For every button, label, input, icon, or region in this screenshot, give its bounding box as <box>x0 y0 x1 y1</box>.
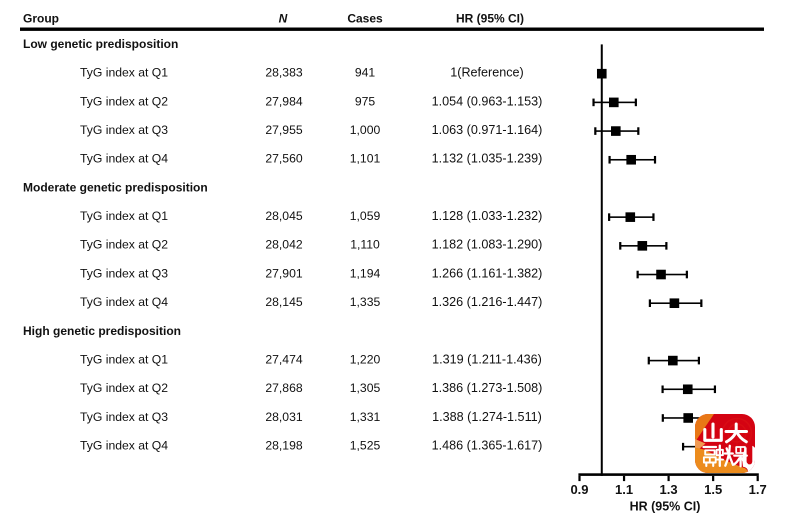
svg-text:27,955: 27,955 <box>265 123 302 137</box>
svg-text:TyG index at Q4: TyG index at Q4 <box>80 295 168 309</box>
svg-text:TyG index at Q2: TyG index at Q2 <box>80 94 168 108</box>
svg-text:1.054 (0.963-1.153): 1.054 (0.963-1.153) <box>432 94 543 108</box>
svg-text:27,560: 27,560 <box>265 152 302 166</box>
svg-text:1.266 (1.161-1.382): 1.266 (1.161-1.382) <box>432 266 543 280</box>
svg-text:TyG index at Q4: TyG index at Q4 <box>80 439 168 453</box>
svg-text:1,000: 1,000 <box>350 123 381 137</box>
svg-text:27,984: 27,984 <box>265 94 302 108</box>
svg-text:TyG index at Q4: TyG index at Q4 <box>80 152 168 166</box>
svg-text:28,031: 28,031 <box>265 410 302 424</box>
svg-text:0.9: 0.9 <box>570 482 588 497</box>
svg-text:1.386 (1.273-1.508): 1.386 (1.273-1.508) <box>432 381 543 395</box>
svg-text:28,045: 28,045 <box>265 209 302 223</box>
svg-text:975: 975 <box>355 94 376 108</box>
svg-text:941: 941 <box>355 66 376 80</box>
svg-text:1.182 (1.083-1.290): 1.182 (1.083-1.290) <box>432 238 543 252</box>
svg-text:28,198: 28,198 <box>265 439 302 453</box>
svg-text:1,110: 1,110 <box>350 238 380 252</box>
svg-text:1.132 (1.035-1.239): 1.132 (1.035-1.239) <box>432 152 543 166</box>
svg-text:1,335: 1,335 <box>350 295 381 309</box>
svg-text:TyG index at Q2: TyG index at Q2 <box>80 381 168 395</box>
svg-text:28,383: 28,383 <box>265 66 302 80</box>
svg-text:N: N <box>279 12 288 26</box>
svg-text:1,525: 1,525 <box>350 439 381 453</box>
svg-text:1.128 (1.033-1.232): 1.128 (1.033-1.232) <box>432 209 543 223</box>
svg-text:1.486 (1.365-1.617): 1.486 (1.365-1.617) <box>432 439 543 453</box>
svg-text:28,042: 28,042 <box>265 238 302 252</box>
svg-text:Group: Group <box>23 12 59 26</box>
svg-text:1,101: 1,101 <box>350 152 381 166</box>
svg-text:TyG index at Q1: TyG index at Q1 <box>80 66 168 80</box>
svg-text:HR (95% CI): HR (95% CI) <box>630 500 701 514</box>
svg-text:1,059: 1,059 <box>350 209 381 223</box>
svg-text:TyG index at Q3: TyG index at Q3 <box>80 410 168 424</box>
svg-text:TyG index at Q1: TyG index at Q1 <box>80 209 168 223</box>
svg-text:27,901: 27,901 <box>265 266 302 280</box>
svg-text:1.1: 1.1 <box>615 482 633 497</box>
svg-text:27,474: 27,474 <box>265 353 302 367</box>
svg-text:1,220: 1,220 <box>350 353 381 367</box>
svg-text:1.063 (0.971-1.164): 1.063 (0.971-1.164) <box>432 123 543 137</box>
svg-text:TyG index at Q2: TyG index at Q2 <box>80 238 168 252</box>
svg-text:1.319 (1.211-1.436): 1.319 (1.211-1.436) <box>432 353 542 367</box>
svg-text:Low genetic predisposition: Low genetic predisposition <box>23 37 178 51</box>
svg-text:1,305: 1,305 <box>350 381 381 395</box>
svg-text:28,145: 28,145 <box>265 295 302 309</box>
svg-text:TyG index at Q1: TyG index at Q1 <box>80 353 168 367</box>
svg-text:1.7: 1.7 <box>749 482 767 497</box>
svg-text:1.3: 1.3 <box>660 482 678 497</box>
svg-text:1(Reference): 1(Reference) <box>450 66 524 80</box>
svg-text:1,194: 1,194 <box>350 266 381 280</box>
svg-text:TyG index at Q3: TyG index at Q3 <box>80 123 168 137</box>
svg-text:HR (95% CI): HR (95% CI) <box>456 12 524 26</box>
svg-text:Moderate genetic predispositio: Moderate genetic predisposition <box>23 180 208 194</box>
svg-text:27,868: 27,868 <box>265 381 302 395</box>
svg-text:1.388 (1.274-1.511): 1.388 (1.274-1.511) <box>432 410 542 424</box>
svg-text:1,331: 1,331 <box>350 410 381 424</box>
svg-text:Cases: Cases <box>347 12 383 26</box>
svg-text:TyG index at Q3: TyG index at Q3 <box>80 266 168 280</box>
svg-text:High genetic predisposition: High genetic predisposition <box>23 324 181 338</box>
svg-text:1.326 (1.216-1.447): 1.326 (1.216-1.447) <box>432 295 543 309</box>
svg-text:1.5: 1.5 <box>704 482 722 497</box>
